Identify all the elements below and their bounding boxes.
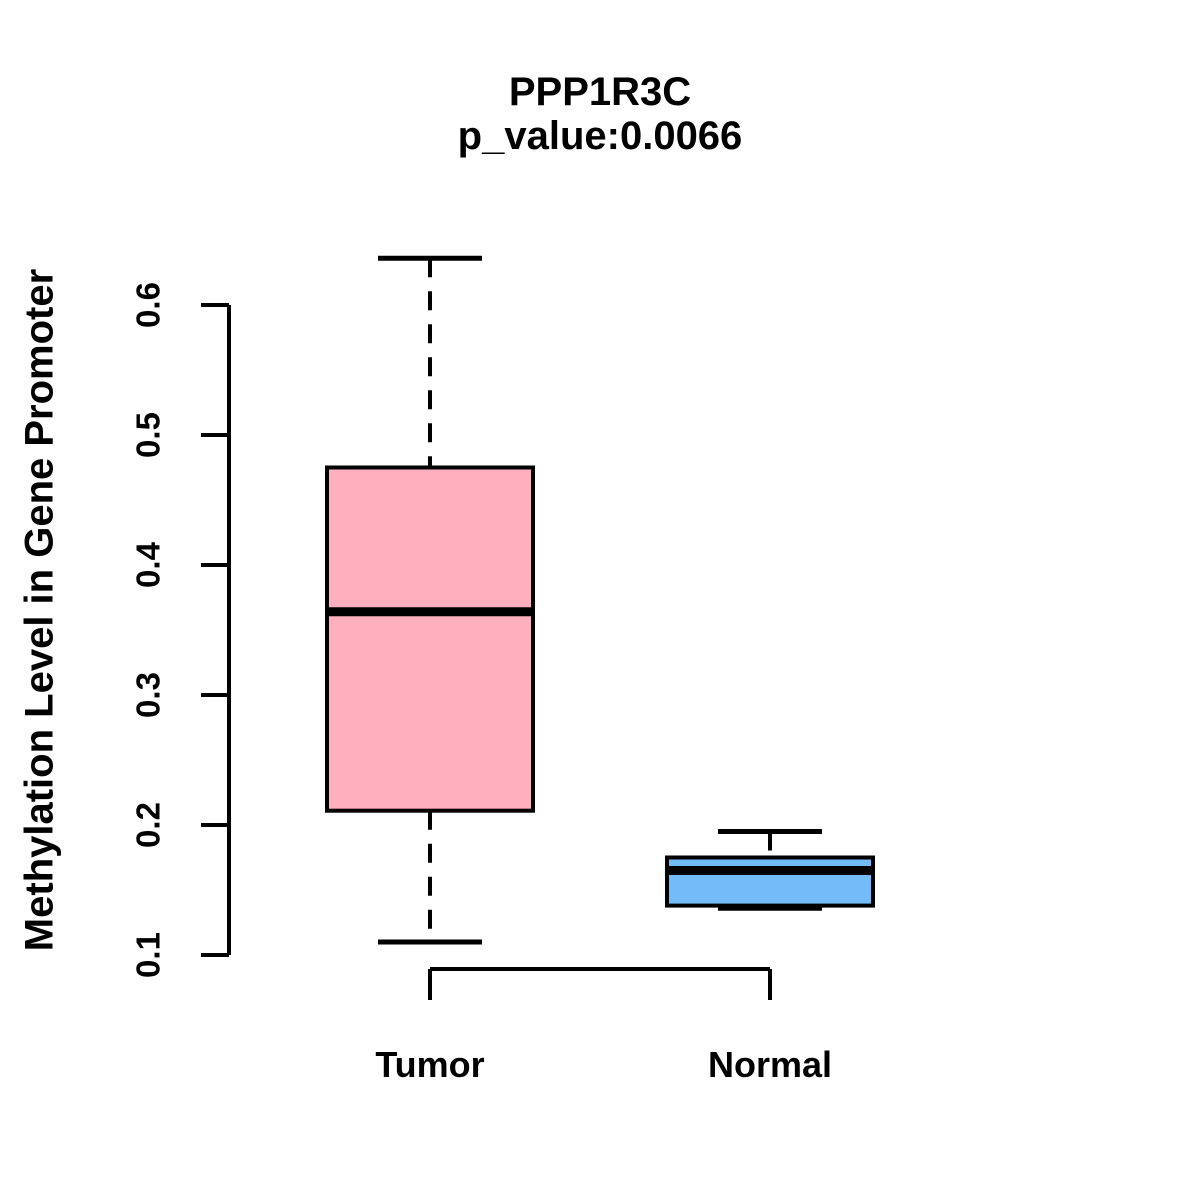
x-category-label-tumor: Tumor (375, 1044, 484, 1085)
y-tick-label: 0.6 (130, 282, 167, 328)
chart-title: PPP1R3C (508, 70, 692, 114)
x-category-label-normal: Normal (708, 1044, 832, 1085)
y-tick-label: 0.4 (130, 541, 167, 588)
box-normal (665, 855, 875, 908)
y-tick-label: 0.3 (130, 672, 167, 718)
box-tumor (325, 465, 535, 813)
y-tick-label: 0.5 (130, 412, 167, 458)
y-tick-label: 0.1 (130, 932, 167, 978)
chart-subtitle: p_value:0.0066 (457, 114, 743, 158)
y-tick-label: 0.2 (130, 802, 167, 848)
